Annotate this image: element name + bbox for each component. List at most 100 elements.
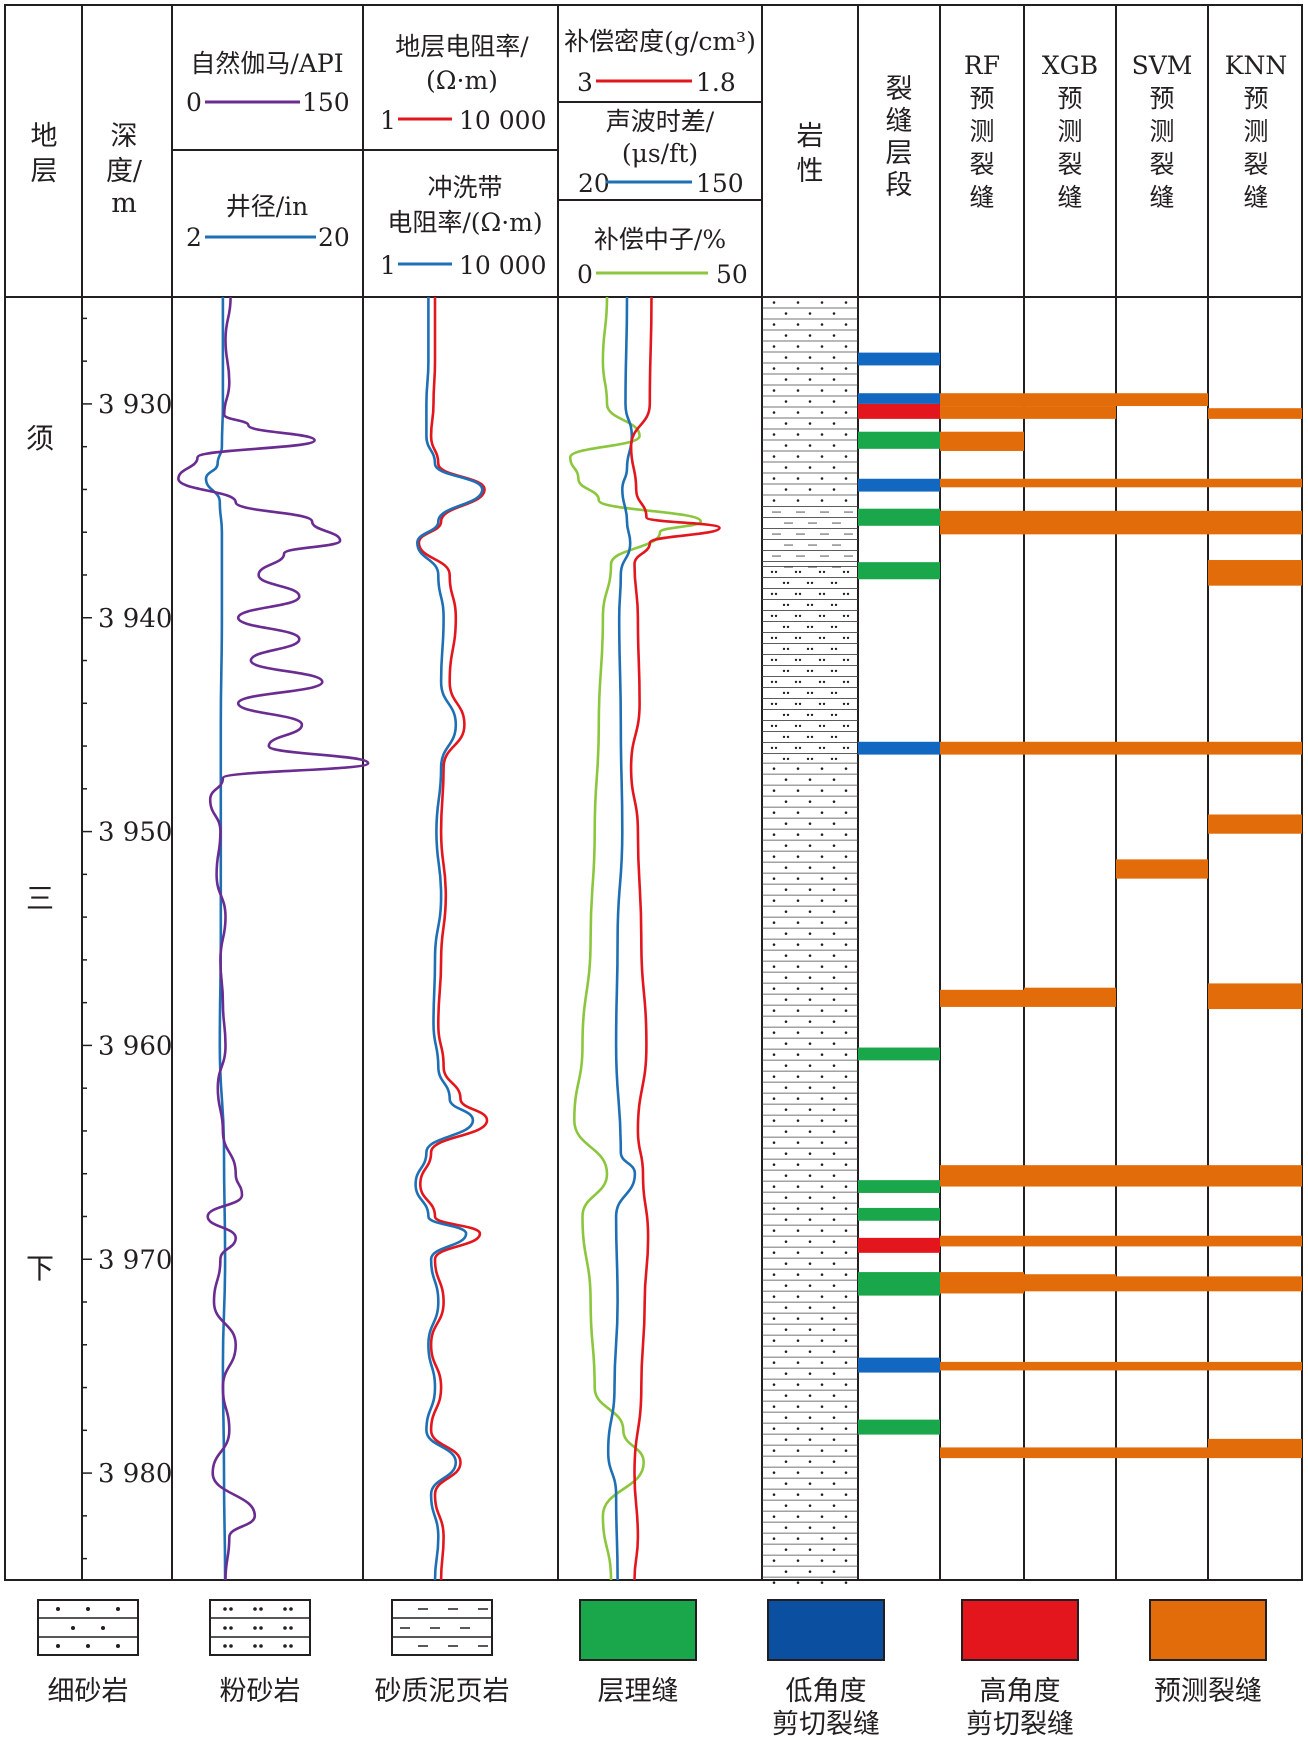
lith-dot — [784, 1548, 788, 1551]
lith-dot — [808, 1152, 812, 1155]
lith-dot — [844, 301, 848, 304]
lith-dot — [784, 1394, 788, 1397]
lith-dot — [820, 1273, 824, 1276]
grid-frame — [4, 4, 1303, 1581]
lith-dot — [794, 636, 798, 640]
lith-dot — [832, 334, 836, 337]
lith-dot — [822, 658, 826, 662]
lith-dot — [796, 1251, 800, 1254]
lith-dot — [782, 713, 786, 717]
lith-dot — [772, 767, 776, 770]
lith-dot — [774, 636, 778, 640]
fracture-high-angle — [858, 1237, 940, 1253]
lith-shale — [762, 506, 858, 568]
lith-dot — [794, 570, 798, 574]
lith-dot — [832, 1130, 836, 1133]
lith-dot — [820, 1471, 824, 1474]
lith-dot — [772, 1427, 776, 1430]
lith-dot — [832, 1372, 836, 1375]
prediction-rf — [940, 1165, 1024, 1187]
lith-dot — [844, 1207, 848, 1210]
cnl-max: 50 — [716, 260, 748, 289]
lith-dot — [784, 800, 788, 803]
lith-dot — [844, 367, 848, 370]
lith-dot — [784, 910, 788, 913]
lith-dot — [772, 367, 776, 370]
lith-dot — [772, 1317, 776, 1320]
gr-min: 0 — [186, 88, 202, 117]
lith-dot — [808, 888, 812, 891]
lith-dot — [844, 877, 848, 880]
lith-dot — [772, 943, 776, 946]
lith-dot — [822, 724, 826, 728]
lith-dot — [796, 1295, 800, 1298]
lith-dot — [798, 636, 802, 640]
lith-dot — [774, 702, 778, 706]
lith-dot — [806, 647, 810, 651]
lith-dot — [822, 680, 826, 684]
lith-dot — [796, 877, 800, 880]
lith-dot — [808, 910, 812, 913]
prediction-xgb — [1024, 1447, 1116, 1459]
pred-xgb-c2: 测 — [1057, 117, 1082, 146]
lith-dot — [844, 455, 848, 458]
legend-bedding-swatch — [579, 1599, 697, 1661]
lith-dot — [772, 811, 776, 814]
lith-dot — [784, 1570, 788, 1573]
lith-dot — [820, 455, 824, 458]
lith-dot — [820, 389, 824, 392]
lith-dot — [798, 658, 802, 662]
lith-dot — [830, 581, 834, 585]
lith-dot — [796, 1031, 800, 1034]
lith-dot — [844, 345, 848, 348]
lith-dot — [784, 1108, 788, 1111]
lith-dot — [810, 647, 814, 651]
lith-dot — [820, 789, 824, 792]
lith-dot — [808, 1130, 812, 1133]
lith-dot — [844, 1427, 848, 1430]
fracture-bedding — [858, 1047, 940, 1061]
lith-dot — [784, 1218, 788, 1221]
lith-dot — [770, 746, 774, 750]
lith-dot — [772, 389, 776, 392]
lith-dot — [772, 1515, 776, 1518]
lith-dot — [770, 614, 774, 618]
lith-dot — [808, 976, 812, 979]
lith-dot — [794, 614, 798, 618]
lith-dot — [806, 735, 810, 739]
ac-label-2: (μs/ft) — [622, 139, 698, 168]
lith-dot — [832, 1174, 836, 1177]
lith-dot — [774, 658, 778, 662]
lith-dot — [846, 680, 850, 684]
lith-dot — [796, 1097, 800, 1100]
pred-knn-c1: 预 — [1243, 84, 1268, 113]
lith-dot — [820, 1163, 824, 1166]
rxo-max: 10 000 — [459, 251, 546, 280]
lith-dot — [810, 581, 814, 585]
lith-dot — [808, 1262, 812, 1265]
lith-dot — [782, 625, 786, 629]
lith-dot — [784, 1240, 788, 1243]
lith-dot — [796, 1471, 800, 1474]
lith-dot — [784, 1284, 788, 1287]
lith-dot — [820, 499, 824, 502]
lith-dot — [842, 570, 846, 574]
lith-dot — [844, 499, 848, 502]
lith-dot — [830, 713, 834, 717]
lith-dot — [772, 1339, 776, 1342]
lith-dot — [820, 811, 824, 814]
lith-dot — [830, 757, 834, 761]
lith-dot — [784, 1482, 788, 1485]
lith-dot — [832, 954, 836, 957]
lith-dot — [794, 702, 798, 706]
lith-dot — [808, 1218, 812, 1221]
prediction-svm — [1116, 510, 1208, 535]
prediction-xgb — [1024, 510, 1116, 535]
lith-dot — [784, 1064, 788, 1067]
lith-dot — [786, 647, 790, 651]
lith-dot — [784, 998, 788, 1001]
lith-dot — [820, 767, 824, 770]
header-pred-knn: KNN 预 测 裂 缝 — [1225, 51, 1287, 212]
lith-dot — [770, 658, 774, 662]
header-rt: 地层电阻率/ (Ω·m) 1 10 000 — [380, 32, 546, 135]
